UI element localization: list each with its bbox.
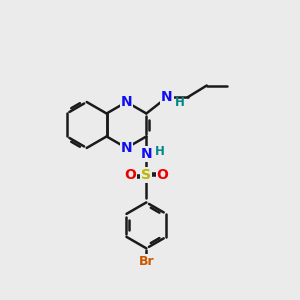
Text: S: S: [141, 168, 152, 182]
Text: O: O: [124, 168, 136, 182]
Text: N: N: [161, 90, 173, 104]
Text: O: O: [157, 168, 169, 182]
Text: N: N: [121, 95, 132, 109]
Text: N: N: [121, 141, 132, 155]
Text: Br: Br: [139, 255, 154, 268]
Text: N: N: [141, 147, 152, 161]
Text: H: H: [175, 96, 185, 109]
Text: H: H: [154, 145, 164, 158]
